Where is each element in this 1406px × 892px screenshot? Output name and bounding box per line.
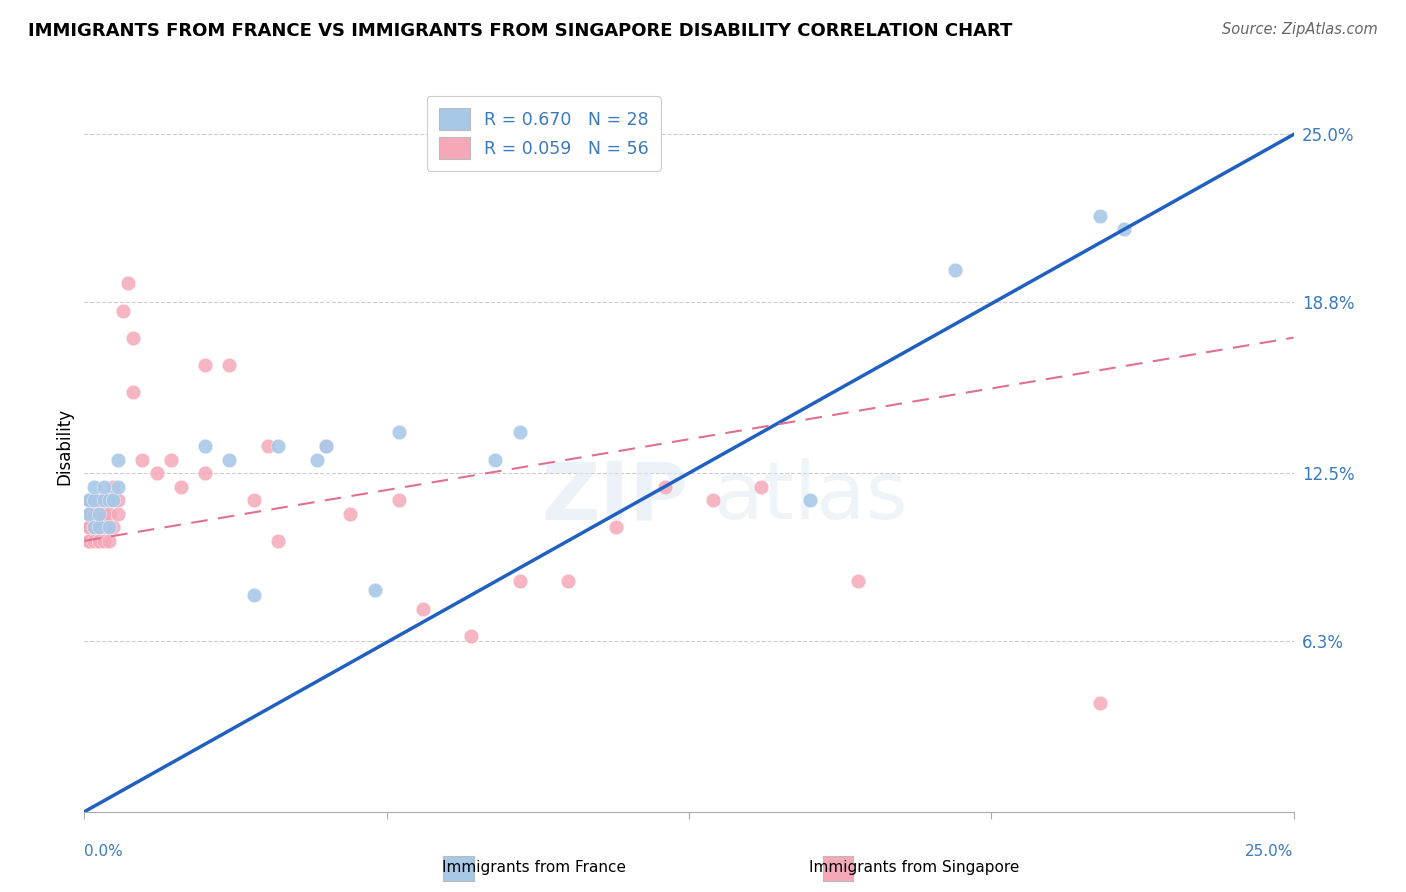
Point bbox=[107, 493, 129, 508]
Point bbox=[460, 629, 482, 643]
Point bbox=[218, 358, 240, 372]
Point bbox=[388, 493, 411, 508]
Point bbox=[242, 493, 264, 508]
Point bbox=[107, 480, 129, 494]
Point bbox=[87, 533, 110, 548]
Point bbox=[77, 507, 100, 521]
Point bbox=[87, 507, 110, 521]
Point bbox=[112, 303, 135, 318]
Text: 0.0%: 0.0% bbox=[84, 845, 124, 859]
Point bbox=[83, 520, 105, 534]
Point bbox=[77, 520, 100, 534]
Point bbox=[103, 480, 125, 494]
Point bbox=[77, 520, 100, 534]
Text: Immigrants from Singapore: Immigrants from Singapore bbox=[808, 860, 1019, 874]
Point bbox=[257, 439, 280, 453]
Point bbox=[339, 507, 361, 521]
Point bbox=[363, 582, 385, 597]
Point bbox=[77, 533, 100, 548]
Point bbox=[83, 480, 105, 494]
Point bbox=[83, 520, 105, 534]
Legend: R = 0.670   N = 28, R = 0.059   N = 56: R = 0.670 N = 28, R = 0.059 N = 56 bbox=[427, 96, 661, 170]
Point bbox=[315, 439, 337, 453]
Point bbox=[702, 493, 724, 508]
Point bbox=[93, 520, 115, 534]
Text: IMMIGRANTS FROM FRANCE VS IMMIGRANTS FROM SINGAPORE DISABILITY CORRELATION CHART: IMMIGRANTS FROM FRANCE VS IMMIGRANTS FRO… bbox=[28, 22, 1012, 40]
Point bbox=[87, 533, 110, 548]
Text: Source: ZipAtlas.com: Source: ZipAtlas.com bbox=[1222, 22, 1378, 37]
Point bbox=[97, 507, 120, 521]
Point bbox=[93, 507, 115, 521]
Point bbox=[242, 588, 264, 602]
Point bbox=[93, 493, 115, 508]
Point bbox=[412, 601, 434, 615]
Point bbox=[160, 452, 183, 467]
Point bbox=[605, 520, 627, 534]
Point bbox=[77, 493, 100, 508]
Point bbox=[194, 466, 217, 480]
Text: 25.0%: 25.0% bbox=[1246, 845, 1294, 859]
Point bbox=[1088, 209, 1111, 223]
Point bbox=[218, 452, 240, 467]
Point bbox=[83, 493, 105, 508]
Text: Immigrants from France: Immigrants from France bbox=[443, 860, 626, 874]
Point bbox=[97, 493, 120, 508]
Point bbox=[77, 533, 100, 548]
Point bbox=[93, 480, 115, 494]
Point bbox=[509, 574, 531, 589]
Point bbox=[103, 520, 125, 534]
Point bbox=[194, 358, 217, 372]
Point bbox=[121, 331, 143, 345]
Point bbox=[267, 439, 290, 453]
Point bbox=[146, 466, 169, 480]
Point bbox=[305, 452, 328, 467]
Point bbox=[77, 507, 100, 521]
Point bbox=[267, 533, 290, 548]
Point bbox=[87, 493, 110, 508]
Point bbox=[194, 439, 217, 453]
Point bbox=[557, 574, 579, 589]
Point bbox=[315, 439, 337, 453]
Point bbox=[83, 493, 105, 508]
Point bbox=[751, 480, 773, 494]
Point bbox=[77, 507, 100, 521]
Point bbox=[654, 480, 676, 494]
Point bbox=[87, 520, 110, 534]
Point bbox=[131, 452, 153, 467]
Point bbox=[97, 493, 120, 508]
Point bbox=[83, 507, 105, 521]
Point bbox=[121, 384, 143, 399]
Point bbox=[107, 452, 129, 467]
Point bbox=[77, 493, 100, 508]
Point bbox=[103, 493, 125, 508]
Point bbox=[83, 520, 105, 534]
Point bbox=[83, 533, 105, 548]
Point bbox=[77, 493, 100, 508]
Point bbox=[107, 507, 129, 521]
Point bbox=[484, 452, 506, 467]
Point bbox=[97, 520, 120, 534]
Point bbox=[846, 574, 869, 589]
Point bbox=[87, 520, 110, 534]
Point bbox=[93, 493, 115, 508]
Point bbox=[97, 533, 120, 548]
Point bbox=[943, 263, 966, 277]
Point bbox=[1114, 222, 1136, 236]
Point bbox=[170, 480, 193, 494]
Text: ZIP: ZIP bbox=[541, 458, 689, 536]
Point bbox=[388, 425, 411, 440]
Point bbox=[799, 493, 821, 508]
Point bbox=[87, 507, 110, 521]
Point bbox=[509, 425, 531, 440]
Point bbox=[1088, 697, 1111, 711]
Y-axis label: Disability: Disability bbox=[55, 408, 73, 484]
Point bbox=[93, 533, 115, 548]
Point bbox=[117, 277, 139, 291]
Text: atlas: atlas bbox=[713, 458, 907, 536]
